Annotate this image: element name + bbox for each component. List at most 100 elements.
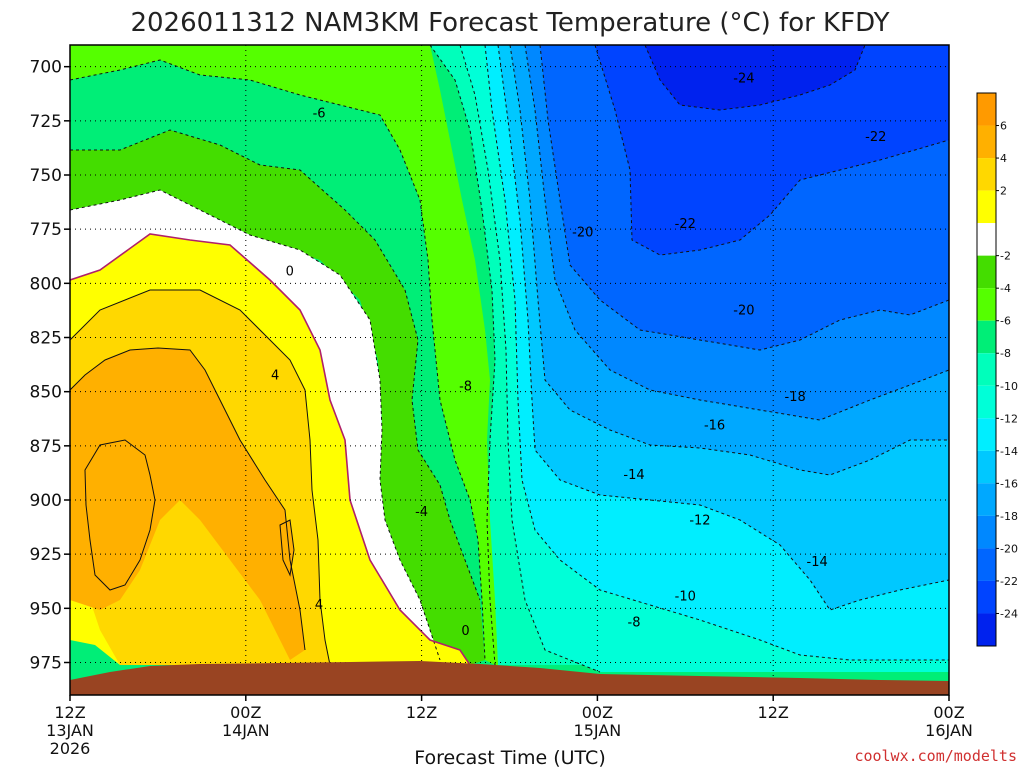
colorbar-cell	[977, 385, 996, 419]
contour-label: 4	[271, 369, 279, 384]
x-tick-date: 15JAN	[574, 721, 622, 740]
x-tick-date: 13JAN	[46, 721, 94, 740]
colorbar-cell	[977, 353, 996, 386]
contour-label: 0	[286, 265, 294, 280]
y-tick-label: 975	[30, 654, 62, 674]
y-tick-label: 725	[30, 112, 62, 132]
y-axis: 700 725 750 775 800 825 850 875 900 925 950 975	[30, 58, 70, 674]
x-tick-label: 00Z	[933, 703, 964, 722]
temperature-field	[70, 45, 949, 695]
colorbar-cell	[977, 158, 996, 191]
terrain-surface	[70, 661, 949, 695]
contour-4-inner	[84, 439, 156, 591]
colorbar-label: -20	[1000, 542, 1018, 555]
band-4-6-core	[85, 440, 155, 590]
y-tick-label: 850	[30, 383, 62, 403]
x-tick-date: 14JAN	[222, 721, 270, 740]
x-tick-label: 12Z	[54, 703, 85, 722]
contour-label: -22	[675, 217, 696, 232]
chart-title: 2026011312 NAM3KM Forecast Temperature (…	[130, 8, 889, 38]
contour-label: -14	[807, 555, 828, 570]
colorbar-cell	[977, 288, 996, 321]
x-tick-label: 00Z	[582, 703, 613, 722]
contour-m18	[524, 45, 949, 421]
contour-4	[70, 347, 306, 651]
y-tick-label: 900	[30, 491, 62, 511]
x-tick-date: 16JAN	[925, 721, 973, 740]
contour-4-small	[279, 519, 295, 577]
x-tick-label: 12Z	[406, 703, 437, 722]
colorbar-cell	[977, 190, 996, 224]
colorbar-cell	[977, 418, 996, 451]
colorbar-label: -14	[1000, 445, 1018, 458]
contour-label: -20	[572, 226, 593, 241]
colorbar-label: -6	[1000, 315, 1011, 328]
colorbar-label: 2	[1000, 185, 1007, 198]
colorbar-label: -10	[1000, 380, 1018, 393]
contour-lines	[70, 45, 949, 673]
colorbar-cell	[977, 450, 996, 484]
contour-m6	[70, 59, 486, 661]
colorbar-label: 6	[1000, 120, 1007, 133]
contour-label: -6	[313, 106, 326, 121]
colorbar-cell	[977, 255, 996, 289]
contour-0	[70, 233, 471, 666]
colorbar-label: -22	[1000, 575, 1018, 588]
contour-m4	[70, 129, 481, 601]
plot-frame	[69, 44, 950, 696]
credit-text: coolwx.com/modelts	[854, 747, 1017, 765]
contour-labels: -24 -22 -6 -22 -20 0 -20 4 -8 -16 -18 -14 -4 -12 -14 4 -…	[271, 72, 886, 640]
x-tick-label: 00Z	[230, 703, 261, 722]
colorbar-cell	[977, 483, 996, 516]
y-tick-label: 750	[30, 166, 62, 186]
x-tick-label: 12Z	[758, 703, 789, 722]
y-tick-label: 825	[30, 329, 62, 349]
colorbar-cell	[977, 125, 996, 159]
x-tick-year: 2026	[50, 739, 91, 758]
colorbar-label: -12	[1000, 412, 1018, 425]
contour-label: -24	[733, 72, 754, 87]
contour-m24	[644, 45, 866, 111]
y-tick-label: 700	[30, 58, 62, 78]
y-tick-label: 950	[30, 599, 62, 619]
colorbar-cell	[977, 320, 996, 354]
band-m4-m2	[70, 130, 485, 665]
colorbar-label: -4	[1000, 282, 1011, 295]
x-axis-title: Forecast Time (UTC)	[414, 747, 605, 768]
y-tick-label: 875	[30, 437, 62, 457]
y-tick-label: 925	[30, 545, 62, 565]
colorbar-label: 4	[1000, 152, 1007, 165]
contour-label: -10	[675, 590, 696, 605]
colorbar-label: -24	[1000, 607, 1018, 620]
contour-label: 4	[315, 598, 323, 613]
contour-label: 0	[461, 624, 469, 639]
colorbar-label: -16	[1000, 477, 1018, 490]
y-tick-label: 800	[30, 274, 62, 294]
colorbar-cell	[977, 93, 996, 126]
contour-label: -8	[628, 616, 641, 631]
contour-m16	[509, 45, 949, 476]
colorbar-label: -2	[1000, 250, 1011, 263]
colorbar-label: -18	[1000, 510, 1018, 523]
colorbar-cell	[977, 515, 996, 549]
contour-label: -14	[623, 468, 644, 483]
contour-label: -22	[865, 130, 886, 145]
contour-label: -16	[704, 418, 725, 433]
colorbar: 6 4 2 -2 -4 -6 -8 -10 -12 -14 -16 -18 -20 -22 -24	[976, 92, 1018, 647]
band-lt-m24	[645, 45, 865, 110]
contour-m10	[459, 45, 601, 673]
band-4-6	[70, 348, 305, 660]
contour-label: -12	[689, 514, 710, 529]
contour-m20	[539, 45, 949, 351]
colorbar-label: -8	[1000, 347, 1011, 360]
colorbar-cell	[977, 580, 996, 614]
contour-label: -18	[785, 390, 806, 405]
colorbar-frame	[976, 92, 997, 647]
y-tick-label: 775	[30, 220, 62, 240]
contour-label: -20	[733, 304, 754, 319]
colorbar-cell	[977, 613, 996, 646]
colorbar-cell	[977, 223, 996, 256]
colorbar-cell	[977, 548, 996, 581]
